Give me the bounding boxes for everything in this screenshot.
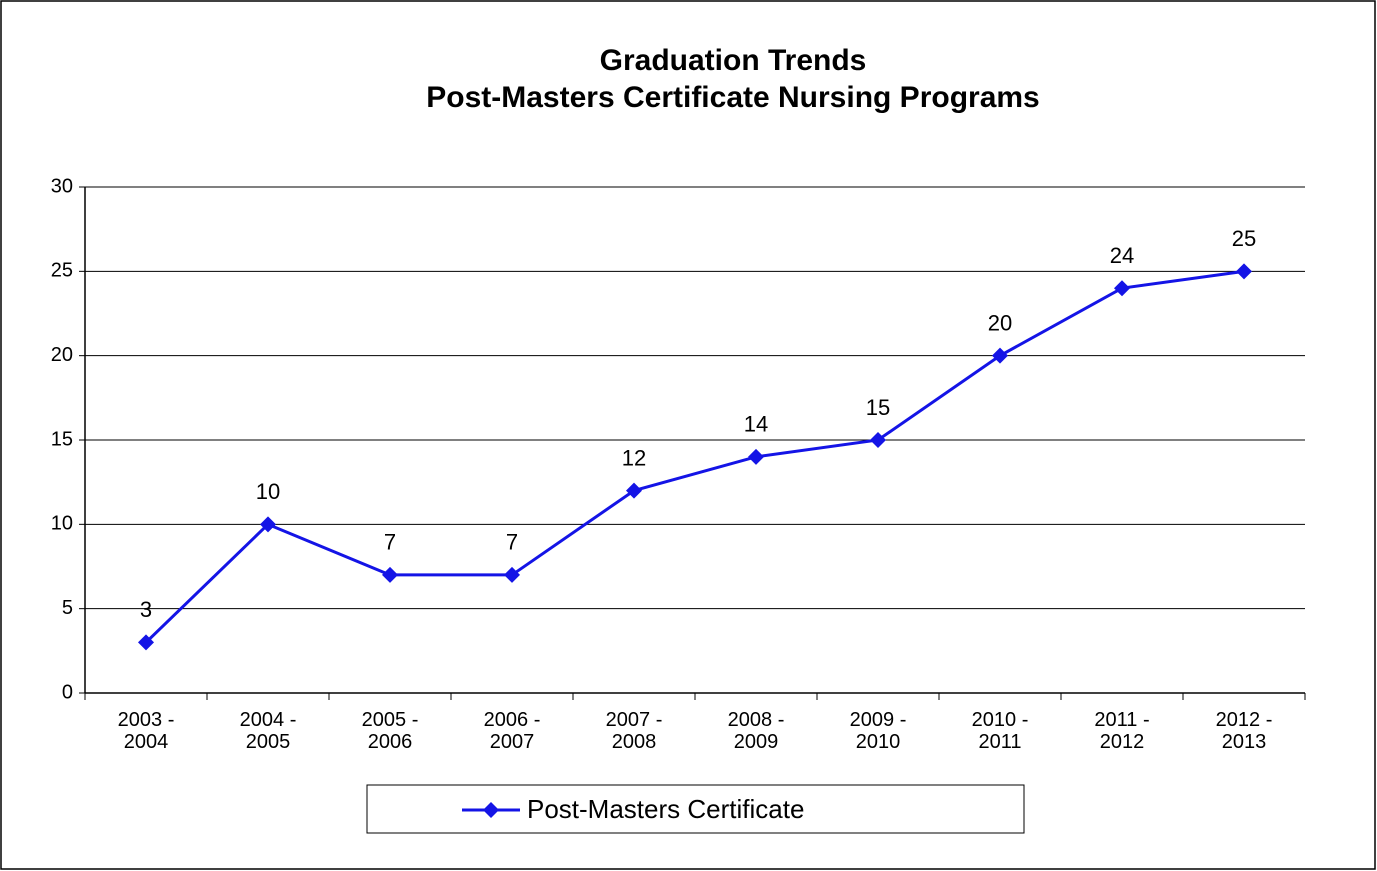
- x-tick-label: 2005 - 2006: [361, 709, 419, 753]
- y-tick-label: 30: [51, 175, 73, 197]
- data-label: 12: [622, 445, 646, 470]
- legend-marker: [483, 802, 499, 818]
- marker: [1236, 263, 1252, 280]
- data-label: 7: [384, 530, 396, 555]
- x-tick-label: 2003 - 2004: [117, 709, 175, 753]
- y-tick-label: 25: [51, 260, 73, 282]
- x-tick-label: 2012 - 2013: [1215, 709, 1273, 753]
- marker: [1114, 280, 1130, 297]
- x-tick-label: 2008 - 2009: [727, 709, 785, 753]
- data-label: 10: [256, 479, 280, 504]
- marker: [992, 347, 1008, 364]
- marker: [870, 432, 886, 448]
- x-tick-label: 2007 - 2008: [605, 709, 663, 753]
- marker: [260, 516, 276, 533]
- series-line: [144, 269, 1245, 644]
- y-tick-label: 0: [62, 681, 73, 703]
- marker: [382, 566, 398, 583]
- data-label: 7: [506, 530, 518, 555]
- y-tick-label: 20: [51, 344, 73, 366]
- marker: [504, 566, 520, 583]
- x-tick-label: 2006 - 2007: [483, 709, 541, 753]
- chart-subtitle: Post-Masters Certificate Nursing Program…: [426, 81, 1040, 114]
- data-label: 3: [140, 597, 152, 622]
- x-tick-label: 2009 - 2010: [849, 709, 907, 753]
- x-tick-label: 2010 - 2011: [971, 709, 1029, 753]
- y-tick-label: 15: [51, 428, 73, 450]
- marker: [626, 482, 642, 499]
- data-label: 14: [744, 412, 768, 437]
- y-tick-label: 5: [62, 597, 73, 619]
- marker: [748, 448, 764, 465]
- y-tick-label: 10: [51, 513, 73, 535]
- legend-label: Post-Masters Certificate: [527, 794, 804, 824]
- data-label: 20: [988, 310, 1012, 335]
- x-tick-label: 2004 - 2005: [239, 709, 297, 753]
- marker: [138, 634, 154, 651]
- data-label: 15: [866, 395, 890, 420]
- x-tick-label: 2011 - 2012: [1094, 709, 1150, 753]
- chart-title: Graduation Trends: [600, 44, 867, 77]
- data-label: 24: [1110, 243, 1134, 268]
- data-label: 25: [1232, 226, 1256, 251]
